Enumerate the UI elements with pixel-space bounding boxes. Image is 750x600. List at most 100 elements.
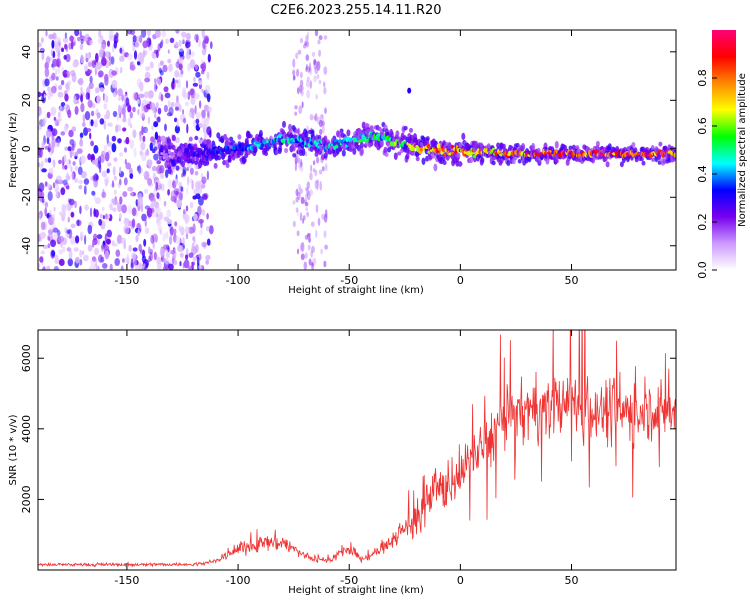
noise-blob [42,244,49,249]
noise-blob [50,49,53,56]
noise-blob [206,213,209,220]
noise-blob [194,105,197,115]
noise-blob [182,236,185,246]
x-tick-label: -50 [340,274,358,287]
noise-blob [119,178,122,186]
noise-blob [64,104,70,111]
noise-blob [195,71,201,78]
noise-blob [87,53,91,60]
noise-blob [310,164,313,173]
noise-blob [42,265,46,270]
noise-blob [194,171,199,176]
noise-blob [84,65,89,72]
noise-blob [311,261,314,267]
noise-blob [113,242,118,247]
ridge-halo [284,147,289,154]
noise-blob [174,221,178,227]
noise-blob [159,70,164,76]
noise-blob [50,145,55,154]
noise-blob [309,66,312,76]
noise-blob [309,189,314,196]
noise-blob [87,244,93,252]
noise-blob [40,37,44,43]
noise-blob [44,67,50,78]
ridge-halo [171,144,176,151]
noise-blob [150,197,157,203]
ridge-halo [397,151,402,156]
noise-blob [101,206,105,212]
noise-blob [207,106,212,113]
noise-blob [131,218,136,228]
noise-blob [67,258,74,267]
noise-blob [176,118,180,128]
noise-blob [95,258,98,268]
noise-blob [166,244,170,251]
noise-blob [115,249,121,257]
noise-blob [87,69,93,74]
ridge-halo [323,135,328,143]
noise-blob [299,88,303,95]
noise-blob [163,200,167,207]
noise-blob [182,36,185,44]
noise-blob [84,111,91,121]
noise-blob [85,92,90,100]
noise-blob [292,58,296,68]
noise-blob [179,191,183,202]
noise-blob [159,173,165,179]
noise-blob [112,207,117,212]
noise-blob [156,212,159,218]
noise-blob [295,52,299,60]
noise-blob [153,121,159,128]
noise-blob [62,246,66,253]
noise-blob [299,212,303,222]
noise-blob [199,228,203,236]
noise-blob [121,258,125,263]
ridge-halo [217,155,222,161]
noise-blob [298,105,303,115]
noise-blob [201,241,207,248]
noise-blob [323,81,326,88]
noise-blob [104,151,110,162]
noise-blob [170,250,176,255]
noise-blob [198,196,204,206]
noise-blob [46,265,51,270]
ridge-halo [428,155,433,160]
noise-blob [201,208,206,216]
colorbar: 0.0 0.2 0.4 0.6 0.8 Normalized spectral ampl… [696,30,748,279]
noise-blob [292,68,296,76]
noise-blob [179,57,184,65]
noise-blob [308,258,312,266]
noise-blob [58,85,63,91]
noise-blob [147,90,154,99]
noise-blob [105,109,110,120]
ridge-halo [225,163,230,168]
noise-blob [99,87,105,93]
noise-blob [103,120,107,130]
noise-blob [294,161,297,172]
noise-blob [194,243,199,253]
noise-blob [84,204,89,211]
noise-blob [75,256,80,264]
noise-blob [175,235,181,245]
spectrogram-y-axis-label: Frequency (Hz) [8,112,19,188]
noise-blob [69,35,74,42]
ridge-halo [294,129,299,134]
ridge-core [407,87,412,94]
noise-blob [133,258,137,268]
ridge-halo [369,125,374,132]
ridge-halo [425,155,430,162]
noise-blob [46,111,51,119]
noise-blob [300,158,303,167]
noise-blob [204,84,211,94]
noise-blob [90,140,94,147]
ridge-core [440,150,444,155]
noise-blob [205,225,210,232]
noise-blob [292,220,296,228]
noise-blob [316,74,320,80]
noise-blob [74,151,79,156]
noise-blob [62,37,69,43]
noise-blob [304,187,309,191]
spectrogram-ticks: -150 -100 -50 0 50 40 20 0 -20 -40 [20,30,676,287]
noise-blob [125,136,130,145]
noise-blob [126,30,133,35]
